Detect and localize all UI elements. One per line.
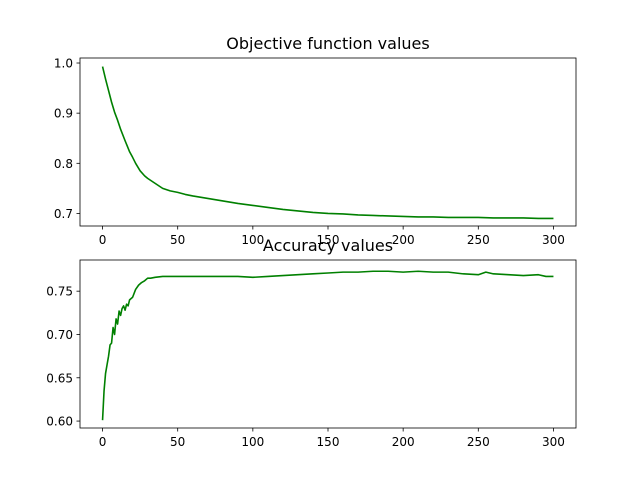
objective-x-tick-label: 200 — [392, 233, 415, 247]
objective-series-line-0 — [101, 66, 554, 220]
objective-chart-title: Objective function values — [226, 34, 429, 53]
objective-x-tick-label: 100 — [241, 233, 264, 247]
accuracy-chart-title: Accuracy values — [263, 236, 393, 255]
accuracy-x-tick-label: 100 — [241, 435, 264, 449]
accuracy-y-tick-label: 0.60 — [46, 415, 73, 429]
accuracy-y-tick-label: 0.75 — [46, 285, 73, 299]
accuracy-plot-area: 0 50 100 150 200 250 300 0.60 0.65 0.70 0.75 — [46, 259, 577, 449]
accuracy-x-tick-label: 50 — [170, 435, 185, 449]
objective-y-tick-label: 1.0 — [54, 57, 73, 71]
objective-x-tick-label: 250 — [467, 233, 490, 247]
accuracy-series-line-0 — [101, 270, 554, 421]
accuracy-y-tick-label: 0.70 — [46, 328, 73, 342]
objective-y-tick-label: 0.8 — [54, 157, 73, 171]
objective-x-tick-label: 150 — [317, 233, 340, 247]
objective-x-tick-label: 0 — [99, 233, 107, 247]
objective-x-tick-label: 50 — [170, 233, 185, 247]
objective-plot-area: 0 50 100 150 200 250 300 0.7 0.8 0.9 1.0 — [54, 57, 577, 247]
objective-y-tick-label: 0.9 — [54, 107, 73, 121]
accuracy-x-tick-label: 250 — [467, 435, 490, 449]
objective-y-tick-label: 0.7 — [54, 207, 73, 221]
accuracy-x-tick-label: 200 — [392, 435, 415, 449]
accuracy-subplot: 0 50 100 150 200 250 300 0.60 0.65 0.70 0.75 Accur… — [46, 236, 577, 449]
accuracy-y-tick-label: 0.65 — [46, 371, 73, 385]
objective-x-tick-label: 300 — [542, 233, 565, 247]
accuracy-x-tick-label: 300 — [542, 435, 565, 449]
objective-subplot: Objective function values 0 50 100 150 200 25… — [54, 34, 577, 247]
accuracy-x-tick-label: 0 — [99, 435, 107, 449]
accuracy-x-tick-label: 150 — [317, 435, 340, 449]
